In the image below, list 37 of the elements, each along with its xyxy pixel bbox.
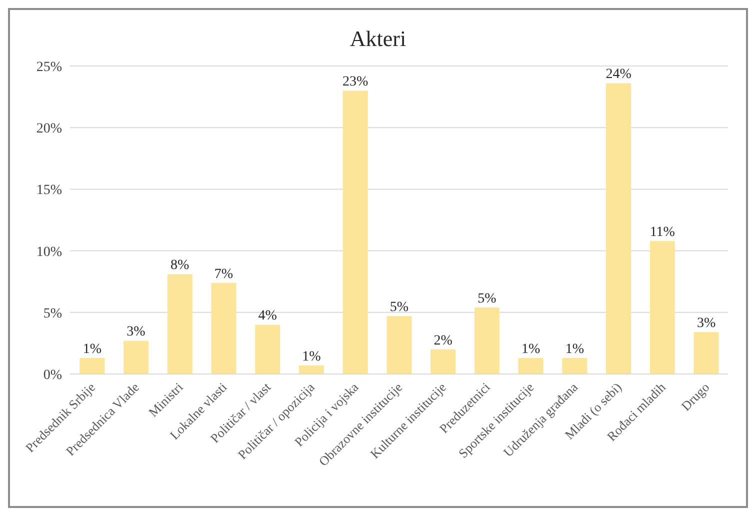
bar — [342, 90, 368, 374]
chart-title: Akteri — [348, 26, 408, 53]
y-tick-label: 0% — [43, 368, 62, 383]
bar — [562, 358, 588, 374]
y-tick-label: 10% — [36, 244, 62, 260]
y-tick-label: 15% — [36, 183, 62, 198]
data-label: 3% — [696, 316, 716, 332]
bar — [650, 240, 675, 374]
data-label: 23% — [342, 74, 369, 90]
data-label: 4% — [258, 308, 278, 324]
bar — [474, 307, 500, 374]
y-tick-label: 5% — [43, 306, 62, 322]
data-label: 2% — [434, 333, 453, 348]
data-label: 7% — [214, 266, 234, 282]
data-label: 1% — [521, 342, 540, 357]
bar — [606, 83, 632, 374]
bar — [518, 358, 544, 374]
data-label: 1% — [565, 342, 584, 357]
y-tick-label: 20% — [36, 122, 62, 137]
data-label: 8% — [170, 258, 190, 274]
bar — [430, 349, 456, 374]
bar — [386, 316, 412, 374]
data-label: 1% — [302, 349, 322, 364]
bar — [694, 332, 719, 374]
bar — [80, 358, 105, 374]
bar — [167, 274, 192, 374]
data-label: 3% — [126, 324, 146, 340]
data-label: 11% — [650, 224, 676, 240]
bar — [298, 365, 324, 374]
bar — [124, 340, 149, 374]
data-label: 1% — [82, 342, 102, 357]
data-label: 5% — [478, 291, 497, 306]
bar — [255, 324, 280, 374]
bar — [211, 282, 236, 374]
data-label: 24% — [606, 67, 632, 82]
y-tick-label: 25% — [36, 60, 62, 75]
data-label: 5% — [390, 300, 409, 316]
